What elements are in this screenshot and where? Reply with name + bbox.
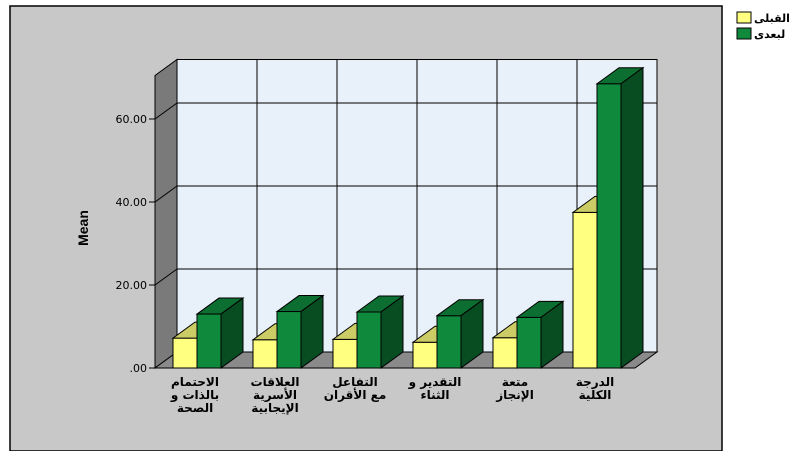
legend-label: القبلى — [754, 12, 790, 25]
bar-front — [436, 315, 462, 369]
x-category-label-line: التفاعل — [332, 375, 378, 389]
bar-front — [596, 83, 622, 369]
bar-series-2 — [275, 294, 325, 369]
bar-series-2 — [355, 294, 405, 369]
x-category-label: العلاقات الأسرية الإيجابية — [251, 375, 300, 415]
x-category-label-line: الإنجاز — [495, 388, 534, 402]
bar-front — [172, 337, 198, 369]
bar-side — [380, 294, 404, 369]
x-category-label-line: الإيجابية — [251, 401, 298, 415]
bar-front — [572, 211, 598, 369]
grid-line-side — [154, 268, 178, 286]
x-category-label-line: التقدير و — [408, 375, 462, 390]
x-category-label-line: الاحتمام — [171, 375, 219, 390]
legend-label: لبعدى — [754, 28, 785, 41]
bar-series-2 — [595, 66, 645, 369]
legend-swatch — [736, 27, 752, 40]
bar-side — [460, 298, 484, 369]
bar-side — [300, 294, 324, 369]
x-category-label: التقدير و الثناء — [408, 375, 462, 402]
bar-side — [540, 300, 564, 369]
bar-front — [196, 313, 222, 369]
grid-line-side — [154, 185, 178, 203]
x-category-label-line: الثناء — [420, 388, 449, 402]
bar-front — [516, 316, 542, 369]
x-category-label-line: الكلية — [579, 388, 612, 402]
grid-line-side — [154, 102, 178, 120]
y-tick-label: .00 — [130, 362, 148, 375]
x-category-label-line: العلاقات — [251, 375, 300, 389]
x-category-label: الدرجة الكلية — [576, 375, 614, 402]
x-category-label-line: بالذات و — [170, 388, 219, 403]
x-category-label: الاحتمام بالذات و الصحة — [170, 375, 219, 415]
x-category-label-line: الدرجة — [576, 375, 614, 389]
x-category-label-line: الصحة — [177, 401, 213, 415]
bar-series-2 — [435, 298, 485, 369]
legend-swatch — [736, 11, 752, 24]
bar-front — [356, 311, 382, 369]
x-category-label-line: مع الأقران — [324, 387, 387, 402]
bar-front — [412, 341, 438, 369]
bar-front — [492, 337, 518, 369]
y-tick-label: 20.00 — [116, 279, 148, 292]
bar-front — [276, 311, 302, 369]
bar-side — [620, 66, 644, 369]
bar-series-2 — [195, 297, 245, 369]
y-tick-label: 60.00 — [116, 113, 148, 126]
bar-side — [220, 297, 244, 369]
bar-series-2 — [515, 300, 565, 369]
x-category-label: متعة الإنجاز — [495, 375, 534, 402]
x-category-label-line: الأسرية — [253, 387, 297, 402]
x-category-label: التفاعل مع الأقران — [324, 375, 387, 402]
bar-front — [252, 339, 278, 369]
x-category-label-line: متعة — [502, 375, 528, 389]
bar-front — [332, 338, 358, 369]
y-axis-title: Mean — [75, 210, 91, 246]
y-tick-label: 40.00 — [116, 196, 148, 209]
